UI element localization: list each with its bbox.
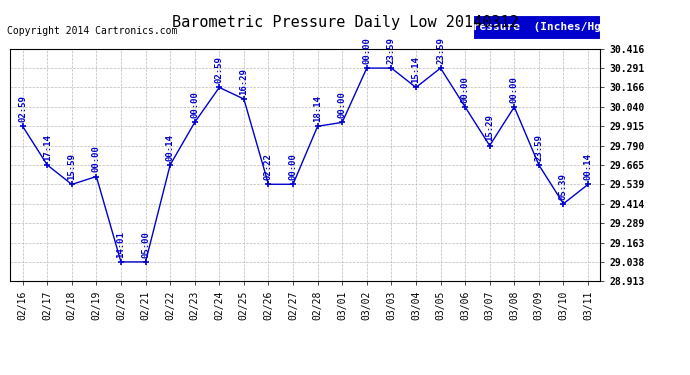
Text: Barometric Pressure Daily Low 20140312: Barometric Pressure Daily Low 20140312 [172, 15, 518, 30]
Text: 23:59: 23:59 [436, 37, 445, 64]
Text: Copyright 2014 Cartronics.com: Copyright 2014 Cartronics.com [7, 26, 177, 36]
Text: 00:00: 00:00 [461, 76, 470, 103]
Text: 00:00: 00:00 [362, 37, 371, 64]
Text: 16:29: 16:29 [239, 68, 248, 95]
Text: 17:14: 17:14 [43, 134, 52, 161]
Text: 00:14: 00:14 [166, 134, 175, 161]
Text: 00:00: 00:00 [337, 92, 346, 118]
Text: 14:01: 14:01 [117, 231, 126, 258]
Text: 23:59: 23:59 [387, 37, 396, 64]
Text: 05:00: 05:00 [141, 231, 150, 258]
Text: 00:00: 00:00 [190, 92, 199, 118]
Text: 00:00: 00:00 [92, 146, 101, 172]
Text: 15:14: 15:14 [411, 56, 420, 83]
Text: 18:14: 18:14 [313, 95, 322, 122]
Text: 02:22: 02:22 [264, 153, 273, 180]
Text: 02:59: 02:59 [215, 56, 224, 83]
Text: 23:59: 23:59 [534, 134, 543, 161]
Text: 00:00: 00:00 [510, 76, 519, 103]
Text: 15:29: 15:29 [485, 114, 494, 141]
Text: 02:59: 02:59 [18, 95, 27, 122]
Text: Pressure  (Inches/Hg): Pressure (Inches/Hg) [466, 22, 607, 32]
Text: 05:39: 05:39 [559, 173, 568, 200]
Text: 00:00: 00:00 [288, 153, 297, 180]
Text: 00:14: 00:14 [584, 153, 593, 180]
Text: 15:59: 15:59 [68, 153, 77, 180]
